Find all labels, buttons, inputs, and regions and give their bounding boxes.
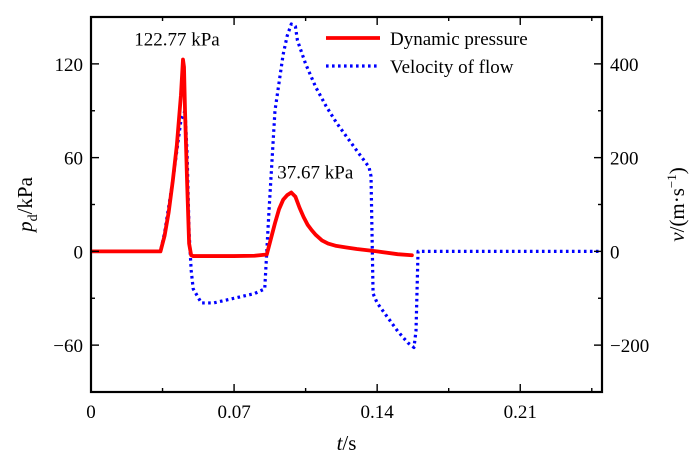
y-right-label-var: v (665, 232, 689, 242)
y-axis-right-label: v/(m·s−1) (664, 167, 689, 242)
y-right-tick-label: −200 (610, 336, 649, 357)
legend-label-velocity-of-flow: Velocity of flow (390, 57, 514, 78)
x-tick-label: 0.14 (361, 402, 395, 423)
annotation-peak-2: 37.67 kPa (277, 163, 354, 184)
y-left-tick-label: 0 (74, 242, 84, 263)
y-right-label-tail: ) (665, 167, 689, 174)
y-right-tick-label: 0 (610, 242, 620, 263)
y-right-tick-label: 400 (610, 55, 639, 76)
x-axis-label-var: t (337, 431, 344, 455)
y-left-tick-label: −60 (53, 336, 83, 357)
x-tick-label: 0.07 (217, 402, 250, 423)
annotation-peak-1: 122.77 kPa (134, 30, 220, 51)
y-left-label-sub: d (26, 214, 41, 221)
x-axis-label: t/s (337, 431, 357, 455)
x-tick-label: 0.21 (504, 402, 537, 423)
plot-frame (89, 15, 604, 394)
y-axis-left-label: pd/kPa (13, 176, 41, 234)
y-left-label-var: p (13, 221, 37, 234)
x-tick-label: 0 (86, 402, 96, 423)
y-left-label-unit: /kPa (13, 176, 37, 214)
series-layer (91, 22, 602, 350)
series-line-dynamic-pressure (91, 57, 414, 258)
y-right-label-unit: /(m·s (665, 188, 689, 232)
y-left-tick-label: 60 (64, 149, 83, 170)
y-right-tick-label: 200 (610, 149, 639, 170)
ticks-layer: 0 0.07 0.14 0.21 −60 0 60 120 −200 0 200 400 (53, 16, 649, 423)
y-left-tick-label: 120 (55, 55, 84, 76)
x-axis-label-unit: /s (342, 431, 356, 455)
legend-label-dynamic-pressure: Dynamic pressure (390, 29, 528, 50)
y-right-label-sup: −1 (664, 174, 679, 188)
legend: Dynamic pressure Velocity of flow (326, 29, 528, 78)
series-line-velocity-of-flow (91, 22, 602, 350)
